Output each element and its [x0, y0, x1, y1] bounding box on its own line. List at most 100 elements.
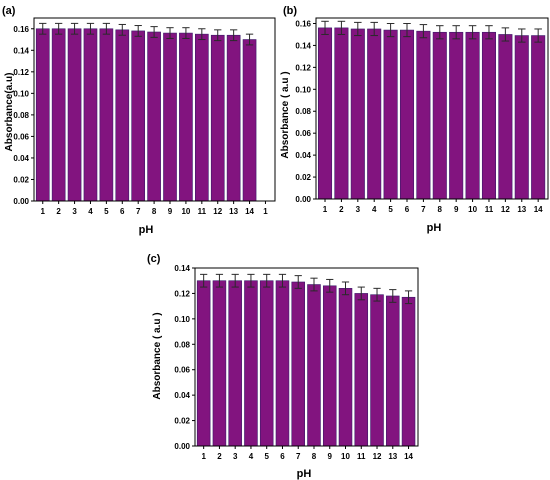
- panel-b-error-bar-ph-9: [452, 25, 460, 40]
- panel-b-error-bar-ph-2: [337, 20, 346, 35]
- panel-c-y-tick-label: 0.14: [174, 264, 190, 273]
- panel-a-error-bars: [39, 22, 254, 46]
- panel-a-bar-ph-8: [147, 31, 161, 202]
- panel-b-x-tick-label: 14: [534, 205, 543, 214]
- panel-a-error-bar-ph-12: [214, 29, 222, 42]
- panel-c-error-bar-ph-1: [200, 273, 208, 288]
- panel-b-bar-ph-11: [481, 31, 496, 200]
- panel-b-error-bar-ph-8: [436, 25, 444, 40]
- panel-c-x-tick-label: 5: [264, 452, 269, 461]
- panel-a-bar-ph-12: [210, 34, 225, 202]
- panel-a-x-tick-label: 12: [213, 207, 222, 216]
- panel-c-bar-ph-6: [275, 280, 290, 447]
- panel-b-x-tick-label: 10: [468, 205, 477, 214]
- panel-c-x-tick-label: 11: [357, 452, 366, 461]
- panel-c-bar-ph-12: [370, 294, 384, 447]
- panel-c-x-tick-label: 6: [280, 452, 285, 461]
- panel-a-y-tick-label: 0.10: [13, 89, 29, 98]
- panel-c-error-bars: [200, 273, 413, 305]
- panel-b-x-tick-label: 6: [405, 205, 410, 214]
- panel-a-y-tick-label: 0.02: [13, 175, 29, 184]
- panel-c-bar-ph-9: [322, 285, 337, 447]
- panel-a-y-ticks: 0.00 0.02 0.04 0.06 0.08 0.10 0.12 0.14 0.16: [13, 25, 34, 206]
- panel-b-bar-ph-4: [367, 28, 382, 200]
- panel-c-y-tick-label: 0.04: [174, 391, 190, 400]
- panel-c-x-tick-label: 2: [217, 452, 222, 461]
- panel-b-error-bar-ph-7: [419, 24, 428, 39]
- panel-c-bar-ph-10: [338, 288, 353, 447]
- panel-c-x-tick-label: 8: [312, 452, 317, 461]
- panel-a-label: (a): [2, 5, 16, 17]
- panel-c-error-bar-ph-11: [357, 286, 365, 301]
- panel-a-bar-ph-5: [99, 28, 114, 202]
- panel-b-x-tick-label: 3: [356, 205, 361, 214]
- panel-a-error-bar-ph-3: [70, 22, 79, 35]
- panel-b-plot-frame: [315, 17, 549, 200]
- panel-a-error-bar-ph-4: [86, 22, 95, 35]
- panel-b-bar-ph-5: [383, 29, 398, 200]
- panel-a-error-bar-ph-6: [118, 23, 126, 36]
- panel-c-bar-ph-8: [307, 284, 321, 447]
- panel-b-error-bar-ph-11: [485, 25, 493, 40]
- panel-c-x-tick-label: 1: [201, 452, 206, 461]
- panel-b-x-tick-label: 1: [323, 205, 328, 214]
- panel-a-x-tick-label: 4: [88, 207, 93, 216]
- panel-b-error-bar-ph-5: [386, 22, 395, 38]
- panel-a-bar-ph-3: [67, 28, 82, 202]
- panel-c-error-bar-ph-12: [373, 287, 381, 302]
- panel-b-bar-ph-8: [432, 31, 447, 200]
- panel-a-x-ticks: 1 2 3 4 5 6 7 8 9 10 11 12 13 14 1: [41, 201, 268, 216]
- panel-a-y-tick-label: 0.06: [13, 132, 29, 141]
- panel-a-bar-ph-1: [35, 28, 50, 202]
- panel-a-bar-ph-11: [195, 33, 209, 202]
- panel-c-y-tick-label: 0.12: [174, 289, 190, 298]
- panel-c-x-tick-label: 14: [404, 452, 413, 461]
- panel-b-y-ticks: 0.00 0.02 0.04 0.06 0.08 0.10 0.12 0.14 0.16: [295, 19, 316, 204]
- panel-b-x-tick-label: 7: [421, 205, 426, 214]
- panel-a-x-axis-title: pH: [139, 224, 154, 236]
- panel-b-error-bar-ph-13: [518, 28, 526, 43]
- panel-b-x-axis-title: pH: [427, 222, 442, 234]
- panel-b-x-tick-label: 11: [485, 205, 494, 214]
- panel-c-y-tick-label: 0.00: [174, 442, 190, 451]
- panel-c-error-bar-ph-4: [247, 273, 255, 288]
- panel-c-bar-ph-13: [386, 295, 400, 447]
- panel-b-bar-ph-2: [334, 27, 349, 200]
- panel-b-error-bars: [321, 20, 542, 43]
- panel-a-error-bar-ph-10: [182, 27, 190, 39]
- panel-b-bar-ph-6: [399, 29, 415, 200]
- panel-a-bar-ph-14: [242, 39, 257, 202]
- panel-a-error-bar-ph-2: [55, 22, 63, 35]
- panel-b-bar-ph-3: [350, 28, 365, 200]
- panel-b-y-tick-label: 0.14: [295, 41, 311, 50]
- panel-c-bar-ph-4: [244, 280, 258, 447]
- panel-a-bars: [35, 28, 257, 202]
- panel-b-bar-ph-12: [498, 34, 513, 200]
- panel-a-x-tick-label: 7: [136, 207, 141, 216]
- panel-a-x-tick-label: 11: [198, 207, 207, 216]
- panel-c-bar-ph-2: [212, 280, 227, 447]
- panel-a-x-tick-label: 5: [104, 207, 109, 216]
- panel-b-error-bar-ph-6: [403, 22, 411, 38]
- panel-c-error-bar-ph-3: [231, 273, 239, 288]
- panel-c-label: (c): [147, 253, 161, 265]
- panel-c-x-tick-label: 3: [233, 452, 238, 461]
- panel-a-y-tick-label: 0.04: [13, 154, 29, 163]
- panel-c-error-bar-ph-9: [326, 278, 334, 293]
- panel-c-error-bar-ph-6: [278, 273, 287, 288]
- panel-a-x-tick-label: 3: [72, 207, 77, 216]
- panel-b-y-tick-label: 0.02: [295, 173, 311, 182]
- panel-c-y-tick-label: 0.10: [174, 315, 190, 324]
- panel-c-x-tick-label: 10: [341, 452, 350, 461]
- panel-c-bar-ph-5: [259, 280, 274, 447]
- panel-b: (b) 0.00 0.02 0.04 0.06 0.08 0.10 0.12 0.14 0.16…: [280, 5, 549, 234]
- panel-a: (a) 0.00 0.02 0.04 0.06 0.08 0.10 0.12 0.14 0.16…: [2, 5, 276, 236]
- panel-c-y-tick-label: 0.02: [174, 417, 190, 426]
- panel-c-bars: [196, 280, 416, 447]
- panel-a-bar-ph-4: [83, 28, 98, 202]
- panel-c-x-tick-label: 12: [373, 452, 382, 461]
- panel-c-error-bar-ph-13: [389, 289, 397, 303]
- panel-b-error-bar-ph-12: [501, 27, 510, 42]
- panel-c-x-tick-label: 9: [328, 452, 333, 461]
